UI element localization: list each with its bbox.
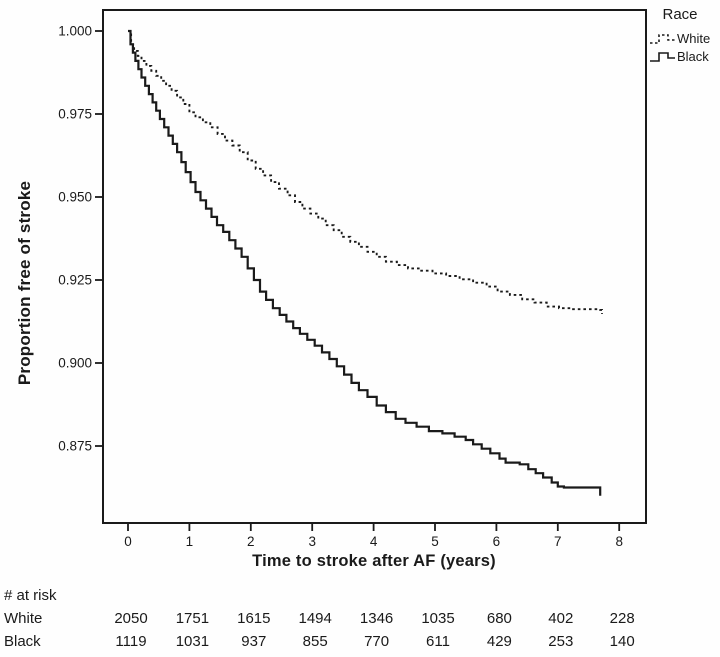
legend-label-black: Black xyxy=(677,49,709,64)
x-tick-label: 5 xyxy=(431,534,439,549)
km-curve-white xyxy=(128,30,603,314)
solid-step-line-icon xyxy=(650,52,675,62)
x-tick-label: 2 xyxy=(247,534,255,549)
legend-title: Race xyxy=(662,6,698,23)
y-tick-label: 0.950 xyxy=(58,190,92,205)
x-tick-label: 4 xyxy=(370,534,378,549)
legend-item-white: White xyxy=(649,30,720,47)
y-tick-label: 0.900 xyxy=(58,356,92,371)
legend-item-black: Black xyxy=(649,48,720,65)
x-tick-label: 1 xyxy=(186,534,194,549)
y-tick-label: 1.000 xyxy=(58,24,92,39)
x-tick-label: 0 xyxy=(124,534,132,549)
km-curve-black xyxy=(128,29,602,496)
x-axis-title: Time to stroke after AF (years) xyxy=(252,552,496,570)
x-tick-label: 6 xyxy=(493,534,501,549)
dashed-step-line-icon xyxy=(650,34,675,44)
y-tick-label: 0.875 xyxy=(58,439,92,454)
x-tick-label: 7 xyxy=(554,534,562,549)
x-tick-label: 3 xyxy=(308,534,316,549)
y-tick-label: 0.975 xyxy=(58,107,92,122)
legend: Race White Black xyxy=(649,6,720,65)
y-tick-label: 0.925 xyxy=(58,273,92,288)
x-tick-label: 8 xyxy=(615,534,623,549)
y-axis-title: Proportion free of stroke xyxy=(15,180,34,386)
legend-label-white: White xyxy=(677,31,711,46)
plot-border xyxy=(102,9,647,524)
